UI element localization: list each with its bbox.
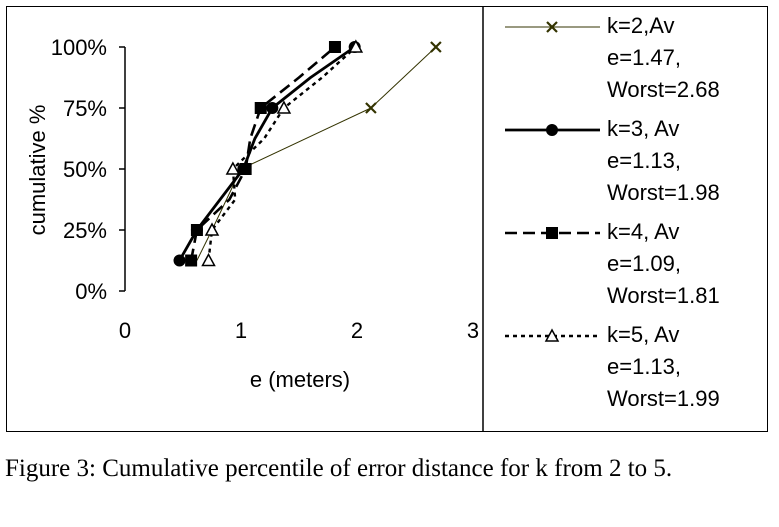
legend-entry: k=5, Av e=1.13, Worst=1.99 [505,322,720,411]
chart: 0% 25% 50% 75% 100% 0 1 2 3 e (meters) cumulative … [25,6,720,432]
legend-label: e=1.47, [607,45,681,70]
legend-label: k=3, Av [607,116,679,141]
data-point-marker [276,100,292,114]
legend-marker [544,328,560,342]
legend-label: e=1.13, [607,354,681,379]
y-tick-label: 75% [63,96,107,121]
legend-label: Worst=1.81 [607,283,720,308]
series-line [178,45,356,262]
series-triangle [201,39,364,267]
legend-label: k=4, Av [607,219,679,244]
data-point-marker [348,39,364,53]
series-layer [173,39,442,267]
data-point-marker [365,102,377,114]
legend-entry: k=4, Av e=1.09, Worst=1.81 [505,219,720,308]
legend-label: k=2,Av [607,13,674,38]
legend-label: k=5, Av [607,322,679,347]
data-point-marker [204,222,220,236]
x-tick-label: 2 [351,318,363,343]
legend-label: Worst=1.98 [607,180,720,205]
data-point-marker [190,224,203,236]
axes: 0% 25% 50% 75% 100% 0 1 2 3 e (meters) cumulative … [25,35,479,392]
legend: k=2,Av e=1.47, Worst=2.68 k=3, Av e=1.13, Wor… [505,13,720,411]
y-tick-label: 25% [63,218,107,243]
legend-marker [546,227,558,239]
legend-entry: k=3, Av e=1.13, Worst=1.98 [505,116,720,205]
data-point-marker [266,102,279,114]
legend-label: Worst=1.99 [607,386,720,411]
series-line [207,46,357,261]
data-point-marker [254,102,267,114]
legend-label: e=1.13, [607,148,681,173]
x-tick-label: 0 [119,318,131,343]
data-point-marker [328,41,341,53]
x-tick-label: 1 [235,318,247,343]
data-point-marker [201,252,216,267]
x-tick-label: 3 [467,318,479,343]
series-square [185,41,341,267]
legend-label: Worst=2.68 [607,77,720,102]
data-point-marker [185,254,198,267]
data-point-marker [225,161,241,175]
y-tick-label: 0% [75,279,107,304]
figure-frame [6,6,768,432]
data-point-marker [430,41,442,53]
series-x [196,41,442,261]
data-point-marker [173,254,186,267]
data-point-marker [239,163,252,175]
figure-caption: Figure 3: Cumulative percentile of error… [5,455,673,482]
series-line [196,46,437,261]
y-axis-label: cumulative % [25,105,50,236]
y-tick-label: 100% [51,35,107,60]
legend-marker [546,124,558,136]
y-tick-label: 50% [63,157,107,182]
legend-label: e=1.09, [607,251,681,276]
legend-marker [546,21,558,33]
legend-entry: k=2,Av e=1.47, Worst=2.68 [505,13,720,102]
x-axis-label: e (meters) [250,367,350,392]
